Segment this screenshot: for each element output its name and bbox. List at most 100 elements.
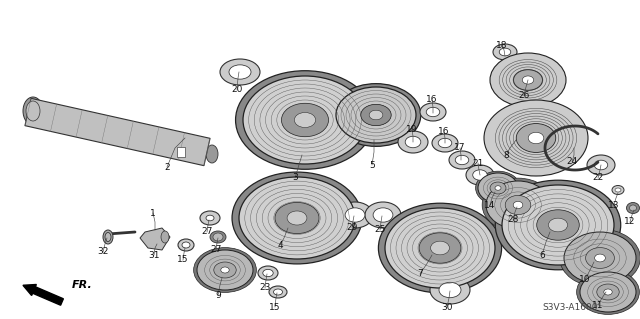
Ellipse shape	[103, 230, 113, 244]
Text: 31: 31	[148, 250, 160, 259]
Ellipse shape	[612, 186, 624, 195]
Text: 26: 26	[518, 91, 530, 100]
Text: 12: 12	[624, 218, 636, 226]
Ellipse shape	[604, 289, 612, 295]
Ellipse shape	[273, 289, 282, 295]
Ellipse shape	[484, 100, 588, 176]
Text: 16: 16	[438, 128, 450, 137]
Ellipse shape	[23, 97, 43, 125]
Text: 27: 27	[202, 227, 212, 236]
Ellipse shape	[105, 233, 111, 241]
Ellipse shape	[232, 172, 362, 264]
Text: 6: 6	[539, 250, 545, 259]
Ellipse shape	[432, 134, 458, 152]
FancyArrow shape	[23, 285, 63, 305]
Ellipse shape	[502, 185, 614, 265]
Ellipse shape	[431, 241, 449, 255]
Ellipse shape	[161, 231, 169, 243]
Ellipse shape	[595, 254, 605, 262]
Ellipse shape	[197, 250, 253, 290]
Ellipse shape	[236, 71, 374, 169]
Ellipse shape	[587, 155, 615, 175]
Ellipse shape	[206, 145, 218, 163]
Ellipse shape	[336, 87, 416, 143]
Polygon shape	[25, 98, 210, 166]
Text: 32: 32	[97, 248, 109, 256]
Text: 18: 18	[496, 41, 508, 49]
Text: 24: 24	[566, 158, 578, 167]
Ellipse shape	[385, 208, 495, 288]
Ellipse shape	[559, 229, 640, 287]
Text: 19: 19	[406, 125, 418, 135]
Text: 7: 7	[417, 270, 423, 278]
Ellipse shape	[263, 269, 273, 277]
Ellipse shape	[513, 70, 543, 90]
Text: 27: 27	[211, 246, 221, 255]
Ellipse shape	[580, 272, 636, 312]
Ellipse shape	[495, 186, 501, 190]
Text: S3V3-A1600: S3V3-A1600	[542, 303, 598, 313]
Ellipse shape	[528, 132, 544, 144]
Text: 30: 30	[441, 302, 452, 311]
Text: 13: 13	[608, 201, 620, 210]
Ellipse shape	[373, 208, 393, 222]
Ellipse shape	[486, 181, 550, 229]
Ellipse shape	[522, 76, 534, 84]
Ellipse shape	[239, 177, 355, 259]
Text: 17: 17	[454, 144, 466, 152]
Text: 2: 2	[164, 162, 170, 172]
Ellipse shape	[564, 232, 636, 284]
Text: 9: 9	[215, 291, 221, 300]
Ellipse shape	[178, 239, 194, 251]
Ellipse shape	[513, 201, 523, 209]
Ellipse shape	[243, 76, 367, 164]
Ellipse shape	[275, 203, 319, 234]
Text: 10: 10	[579, 276, 591, 285]
Text: 22: 22	[593, 174, 604, 182]
Ellipse shape	[482, 178, 554, 232]
Ellipse shape	[495, 180, 621, 270]
Text: 16: 16	[426, 95, 438, 105]
Ellipse shape	[499, 48, 511, 56]
Text: 23: 23	[259, 284, 271, 293]
Text: 29: 29	[346, 224, 358, 233]
Ellipse shape	[466, 165, 494, 185]
Text: 8: 8	[503, 151, 509, 160]
Ellipse shape	[210, 231, 226, 243]
Ellipse shape	[214, 262, 236, 278]
Ellipse shape	[420, 103, 446, 121]
Ellipse shape	[449, 151, 475, 169]
Ellipse shape	[419, 233, 461, 263]
Ellipse shape	[282, 103, 328, 137]
Ellipse shape	[200, 211, 220, 225]
Ellipse shape	[505, 196, 531, 215]
Text: 3: 3	[292, 174, 298, 182]
Ellipse shape	[476, 171, 520, 205]
Polygon shape	[177, 147, 185, 157]
Text: 21: 21	[472, 159, 484, 167]
Ellipse shape	[398, 131, 428, 153]
Ellipse shape	[595, 160, 608, 170]
Polygon shape	[140, 228, 170, 250]
Ellipse shape	[221, 267, 229, 273]
Text: 4: 4	[277, 241, 283, 249]
Text: 20: 20	[231, 85, 243, 94]
Ellipse shape	[627, 203, 639, 213]
Ellipse shape	[490, 182, 506, 194]
Text: 28: 28	[508, 216, 518, 225]
Ellipse shape	[337, 202, 373, 228]
Text: 15: 15	[269, 302, 281, 311]
Ellipse shape	[182, 242, 190, 248]
Ellipse shape	[537, 210, 579, 240]
Ellipse shape	[493, 44, 517, 60]
Ellipse shape	[365, 202, 401, 228]
Ellipse shape	[229, 65, 251, 79]
Ellipse shape	[615, 188, 621, 192]
Ellipse shape	[516, 123, 556, 152]
Ellipse shape	[206, 215, 214, 221]
Text: 1: 1	[150, 209, 156, 218]
Ellipse shape	[332, 84, 421, 146]
Ellipse shape	[405, 136, 421, 148]
Ellipse shape	[596, 284, 620, 300]
Ellipse shape	[294, 113, 316, 128]
